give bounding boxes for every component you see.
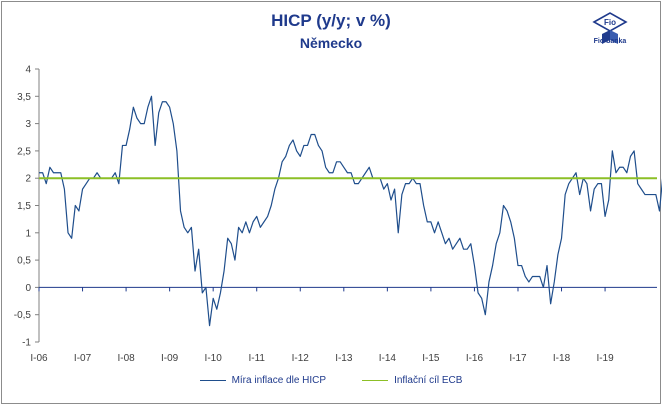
series-layer bbox=[39, 95, 662, 327]
legend: Míra inflace dle HICP Inflační cíl ECB bbox=[0, 375, 662, 386]
series-line-hicp bbox=[39, 95, 662, 327]
x-tick-label: I-19 bbox=[596, 353, 614, 364]
y-tick-label: 2,5 bbox=[17, 146, 31, 157]
y-tick-label: -1 bbox=[22, 338, 31, 349]
y-tick-label: 0,5 bbox=[17, 256, 31, 267]
x-tick-label: I-09 bbox=[161, 353, 179, 364]
x-tick-label: I-14 bbox=[379, 353, 397, 364]
legend-item-ecb-target: Inflační cíl ECB bbox=[362, 375, 462, 386]
x-tick-label: I-07 bbox=[74, 353, 92, 364]
logo-brand: Fio bbox=[604, 18, 616, 27]
x-tick-label: I-16 bbox=[466, 353, 484, 364]
y-tick-label: 0 bbox=[25, 283, 31, 294]
y-tick-label: 1,5 bbox=[17, 201, 31, 212]
x-tick-label: I-15 bbox=[422, 353, 440, 364]
legend-item-hicp: Míra inflace dle HICP bbox=[199, 375, 327, 386]
chart-title: HICP (y/y; v %) bbox=[271, 11, 391, 30]
x-tick-label: I-10 bbox=[205, 353, 223, 364]
chart-subtitle: Německo bbox=[299, 35, 363, 51]
y-tick-label: -0,5 bbox=[14, 310, 32, 321]
y-tick-label: 3 bbox=[25, 119, 31, 130]
legend-label-ecb-target: Inflační cíl ECB bbox=[394, 375, 463, 386]
axes: 4 3,5 3 2,5 2 1,5 1 0,5 0 -0,5 -1 I-06 I-07 I-08 I-09 I… bbox=[14, 65, 657, 364]
legend-swatch-hicp bbox=[199, 380, 226, 381]
y-tick-label: 4 bbox=[25, 65, 31, 76]
x-tick-label: I-12 bbox=[292, 353, 310, 364]
logo-text: Fio banka bbox=[593, 38, 627, 45]
x-tick-label: I-11 bbox=[248, 353, 265, 364]
x-tick-label: I-18 bbox=[553, 353, 571, 364]
x-tick-label: I-13 bbox=[335, 353, 353, 364]
x-tick-label: I-08 bbox=[117, 353, 135, 364]
x-tick-label: I-17 bbox=[509, 353, 527, 364]
legend-label-hicp: Míra inflace dle HICP bbox=[231, 375, 327, 386]
legend-swatch-ecb-target bbox=[362, 380, 389, 381]
fio-logo-icon: Fio bbox=[592, 12, 628, 44]
x-tick-label: I-06 bbox=[30, 353, 48, 364]
y-tick-label: 2 bbox=[25, 174, 31, 185]
y-tick-label: 1 bbox=[25, 228, 31, 239]
y-tick-label: 3,5 bbox=[17, 92, 31, 103]
